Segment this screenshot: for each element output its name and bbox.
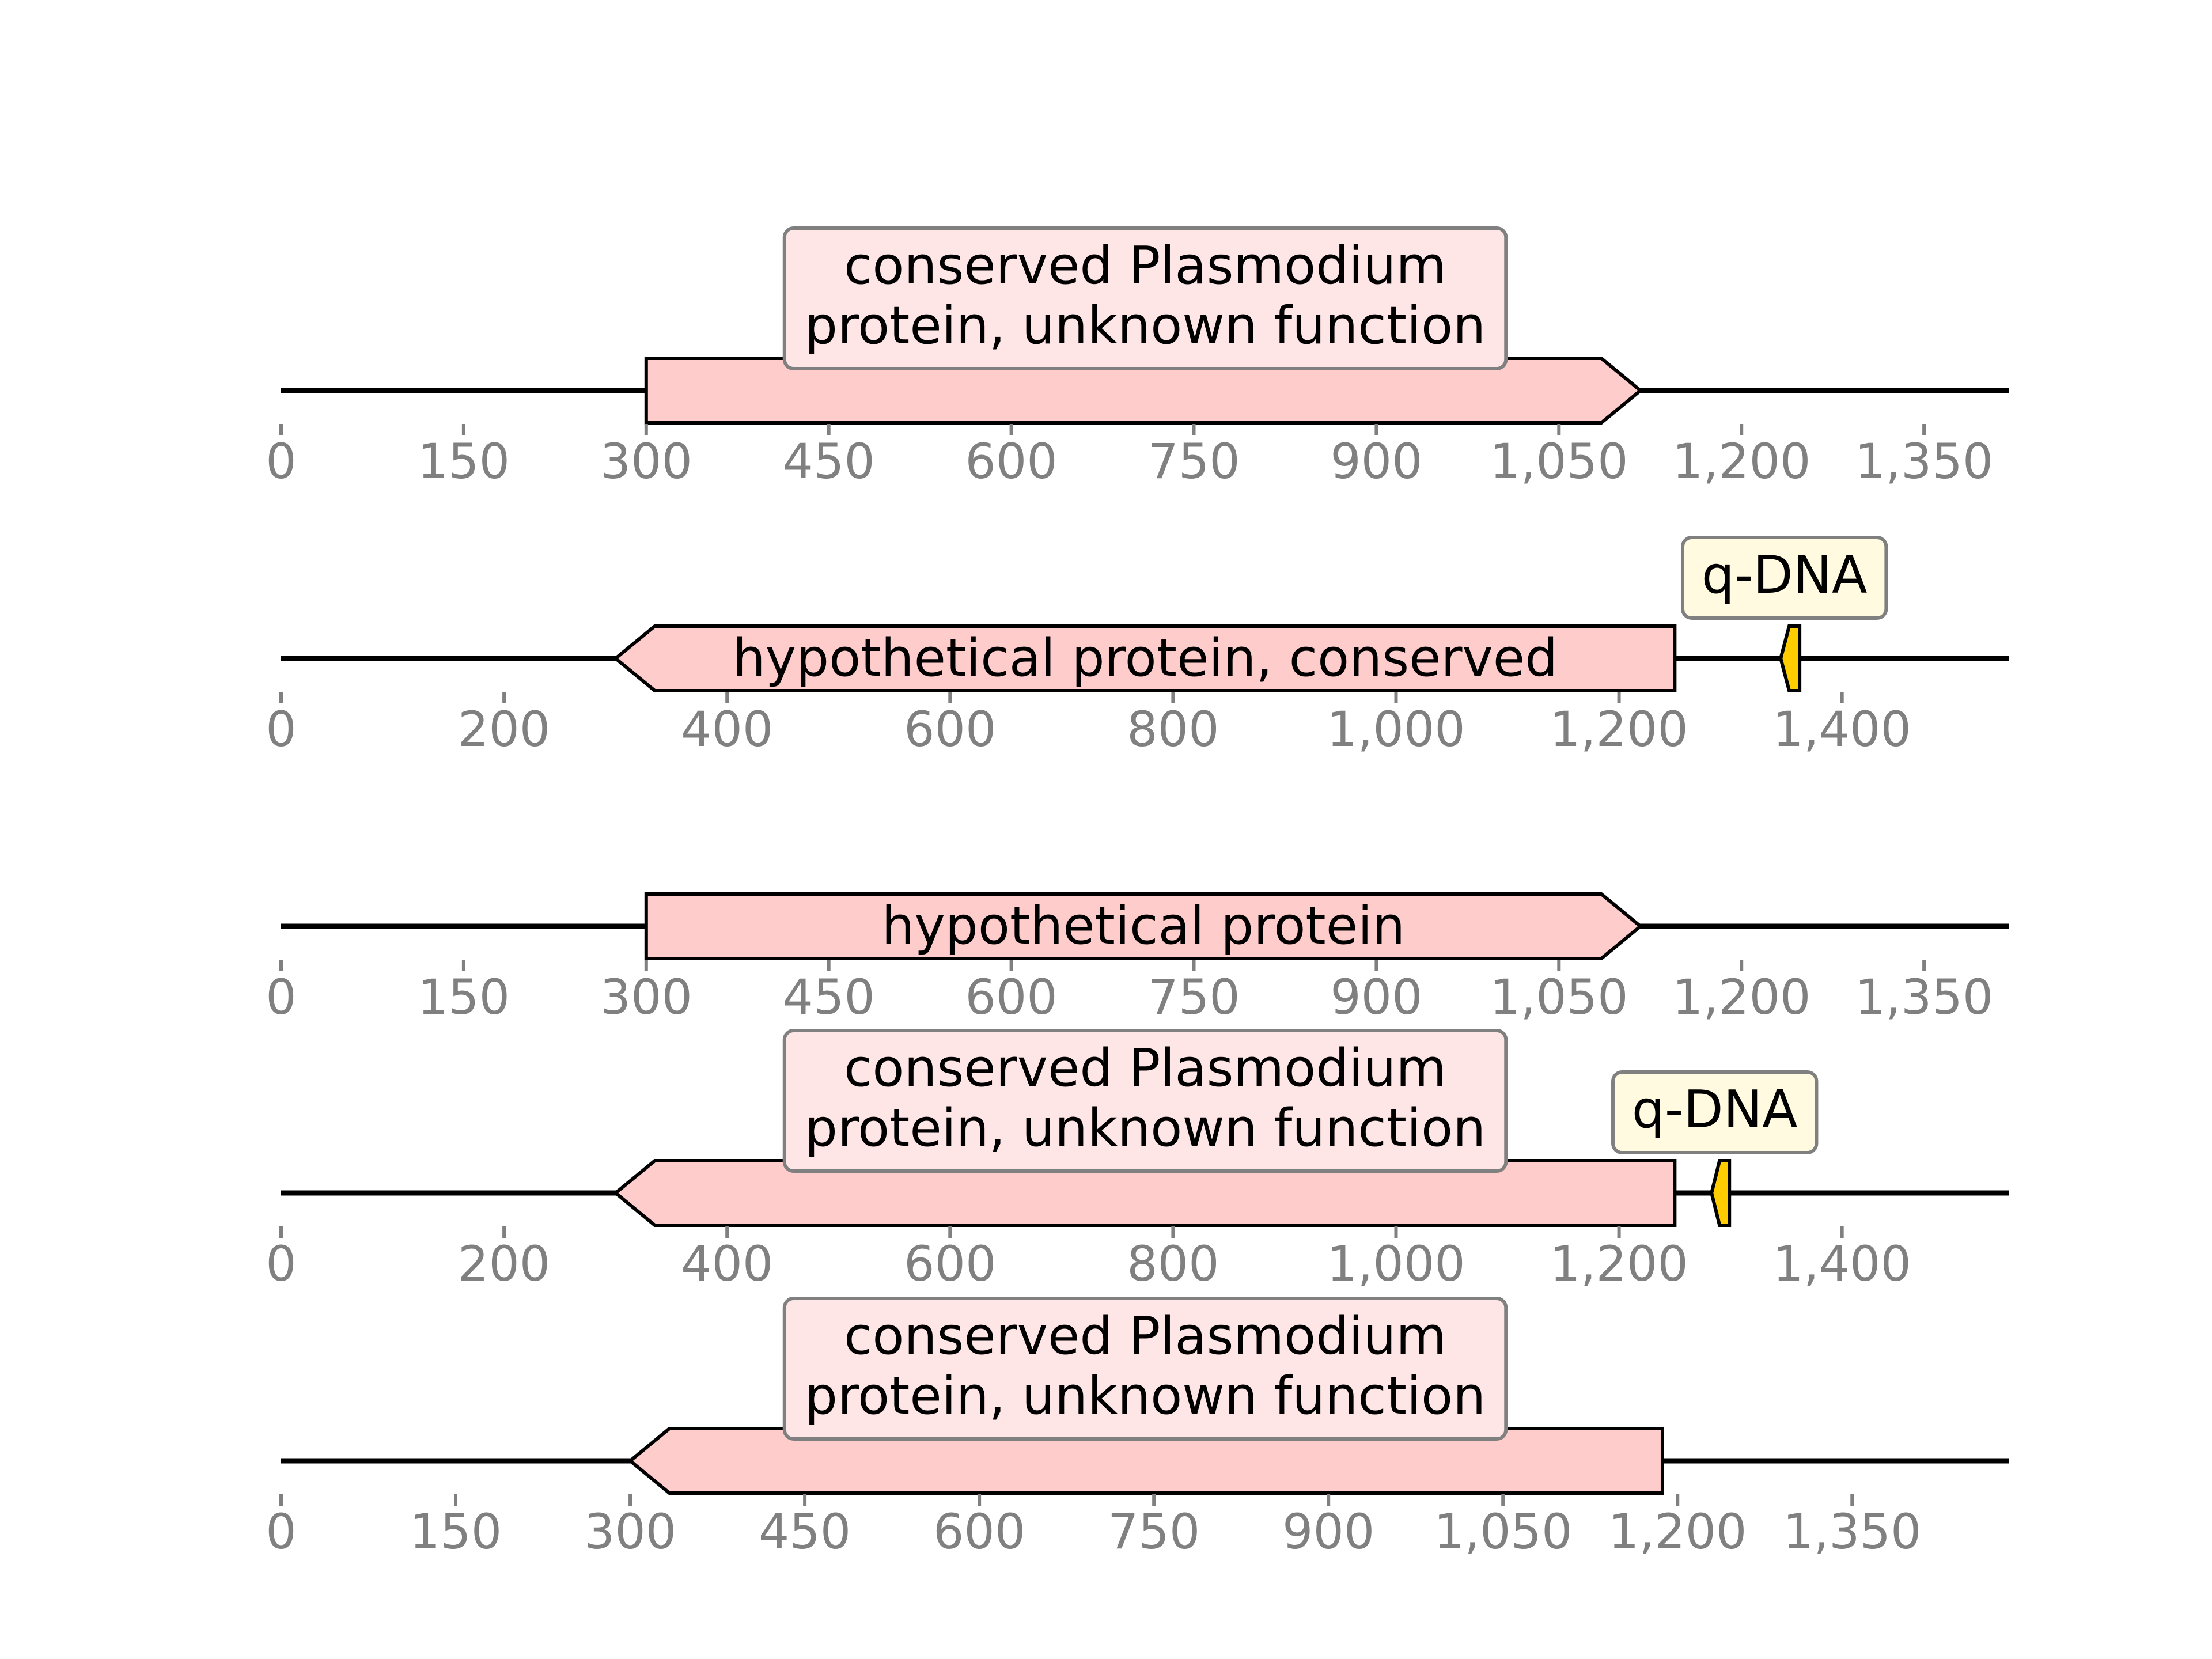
axis-tick-label: 600: [904, 1236, 996, 1292]
axis-tick-label: 150: [418, 433, 510, 490]
axis-tick-label: 1,200: [1672, 433, 1810, 490]
axis-tick-label: 800: [1127, 701, 1219, 757]
axis-tick-label: 1,350: [1855, 433, 1993, 490]
feature-label-line: q-DNA: [1632, 1080, 1798, 1140]
axis-tick-label: 1,200: [1672, 969, 1810, 1025]
axis-tick-label: 400: [681, 1236, 773, 1292]
axis-tick-label: 1,200: [1608, 1503, 1747, 1560]
axis-tick-label: 0: [266, 1236, 296, 1292]
axis-tick-label: 300: [600, 969, 692, 1025]
axis-tick-label: 1,050: [1490, 433, 1628, 490]
axis-tick-label: 450: [759, 1503, 851, 1560]
axis-tick-label: 450: [783, 969, 875, 1025]
feature-label-line: conserved Plasmodium: [844, 236, 1446, 296]
feature-label-line: conserved Plasmodium: [844, 1306, 1446, 1366]
axis-tick-label: 0: [266, 701, 296, 757]
axis-tick-label: 1,050: [1434, 1503, 1572, 1560]
qdna-label-box: q-DNA: [1680, 536, 1888, 620]
position-axis: 0 150 300 450 600 750 900 1,050 1,200 1,350: [266, 960, 1993, 1025]
axis-tick-label: 750: [1147, 433, 1240, 490]
axis-tick-label: 750: [1108, 1503, 1200, 1560]
feature-label: hypothetical protein: [881, 896, 1405, 956]
feature-label-line: protein, unknown function: [805, 1366, 1486, 1426]
axis-tick-label: 1,400: [1772, 701, 1911, 757]
label-box-frame: [782, 1297, 1508, 1441]
feature-label-line: protein, unknown function: [805, 1098, 1486, 1158]
position-axis: 0 200 400 600 800 1,000 1,200 1,400: [266, 692, 1911, 757]
misc-feature-marker: [1779, 624, 1802, 692]
axis-tick-label: 200: [458, 701, 550, 757]
axis-tick-label: 1,200: [1550, 1236, 1688, 1292]
axis-tick-label: 600: [965, 433, 1057, 490]
misc-feature-marker: [1710, 1159, 1732, 1227]
axis-tick-label: 300: [600, 433, 692, 490]
axis-tick-label: 900: [1282, 1503, 1374, 1560]
axis-tick-label: 800: [1127, 1236, 1219, 1292]
axis-tick-label: 150: [418, 969, 510, 1025]
axis-tick-label: 1,200: [1550, 701, 1688, 757]
axis-tick-label: 0: [266, 1503, 296, 1560]
cds-feature-arrow: [644, 892, 1643, 960]
axis-tick-label: 450: [783, 433, 875, 490]
cds-feature-arrow: [612, 624, 1677, 692]
axis-tick-label: 150: [410, 1503, 502, 1560]
axis-tick-label: 1,050: [1490, 969, 1628, 1025]
label-box-frame: [1680, 536, 1888, 620]
axis-tick-label: 1,350: [1855, 969, 1993, 1025]
axis-tick-label: 0: [266, 433, 296, 490]
position-axis: 0 200 400 600 800 1,000 1,200 1,400: [266, 1226, 1911, 1292]
qdna-label-box: q-DNA: [1611, 1070, 1819, 1154]
axis-tick-label: 1,000: [1327, 1236, 1465, 1292]
label-box-frame: [1611, 1070, 1819, 1154]
axis-tick-label: 1,000: [1327, 701, 1465, 757]
position-axis: 0 150 300 450 600 750 900 1,050 1,200 1,350: [266, 1494, 1922, 1560]
track-5: 0 150 300 450 600 750 900 1,050 1,200 1,350: [266, 1427, 2009, 1560]
axis-tick-label: 750: [1147, 969, 1240, 1025]
label-box-frame: [782, 1029, 1508, 1173]
axis-tick-label: 200: [458, 1236, 550, 1292]
axis-tick-label: 300: [584, 1503, 676, 1560]
axis-tick-label: 900: [1330, 969, 1422, 1025]
track-2: 0 200 400 600 800 1,000 1,200 1,400: [266, 624, 2009, 757]
track-3: 0 150 300 450 600 750 900 1,050 1,200 1,350: [266, 892, 2009, 1025]
axis-tick-label: 1,400: [1772, 1236, 1911, 1292]
axis-tick-label: 600: [904, 701, 996, 757]
feature-label-line: conserved Plasmodium: [844, 1038, 1446, 1099]
track-4: 0 200 400 600 800 1,000 1,200 1,400: [266, 1159, 2009, 1292]
axis-tick-label: 900: [1330, 433, 1422, 490]
axis-tick-label: 400: [681, 701, 773, 757]
label-box-frame: [782, 226, 1508, 370]
axis-tick-label: 1,350: [1783, 1503, 1921, 1560]
track-1: 0 150 300 450 600 750 900 1,050 1,200 1,350: [266, 357, 2009, 490]
feature-label-line: protein, unknown function: [805, 296, 1486, 356]
axis-tick-label: 600: [933, 1503, 1025, 1560]
axis-tick-label: 600: [965, 969, 1057, 1025]
position-axis: 0 150 300 450 600 750 900 1,050 1,200 1,350: [266, 424, 1993, 490]
axis-tick-label: 0: [266, 969, 296, 1025]
feature-label: hypothetical protein, conserved: [733, 628, 1558, 688]
feature-label-line: q-DNA: [1702, 545, 1868, 605]
